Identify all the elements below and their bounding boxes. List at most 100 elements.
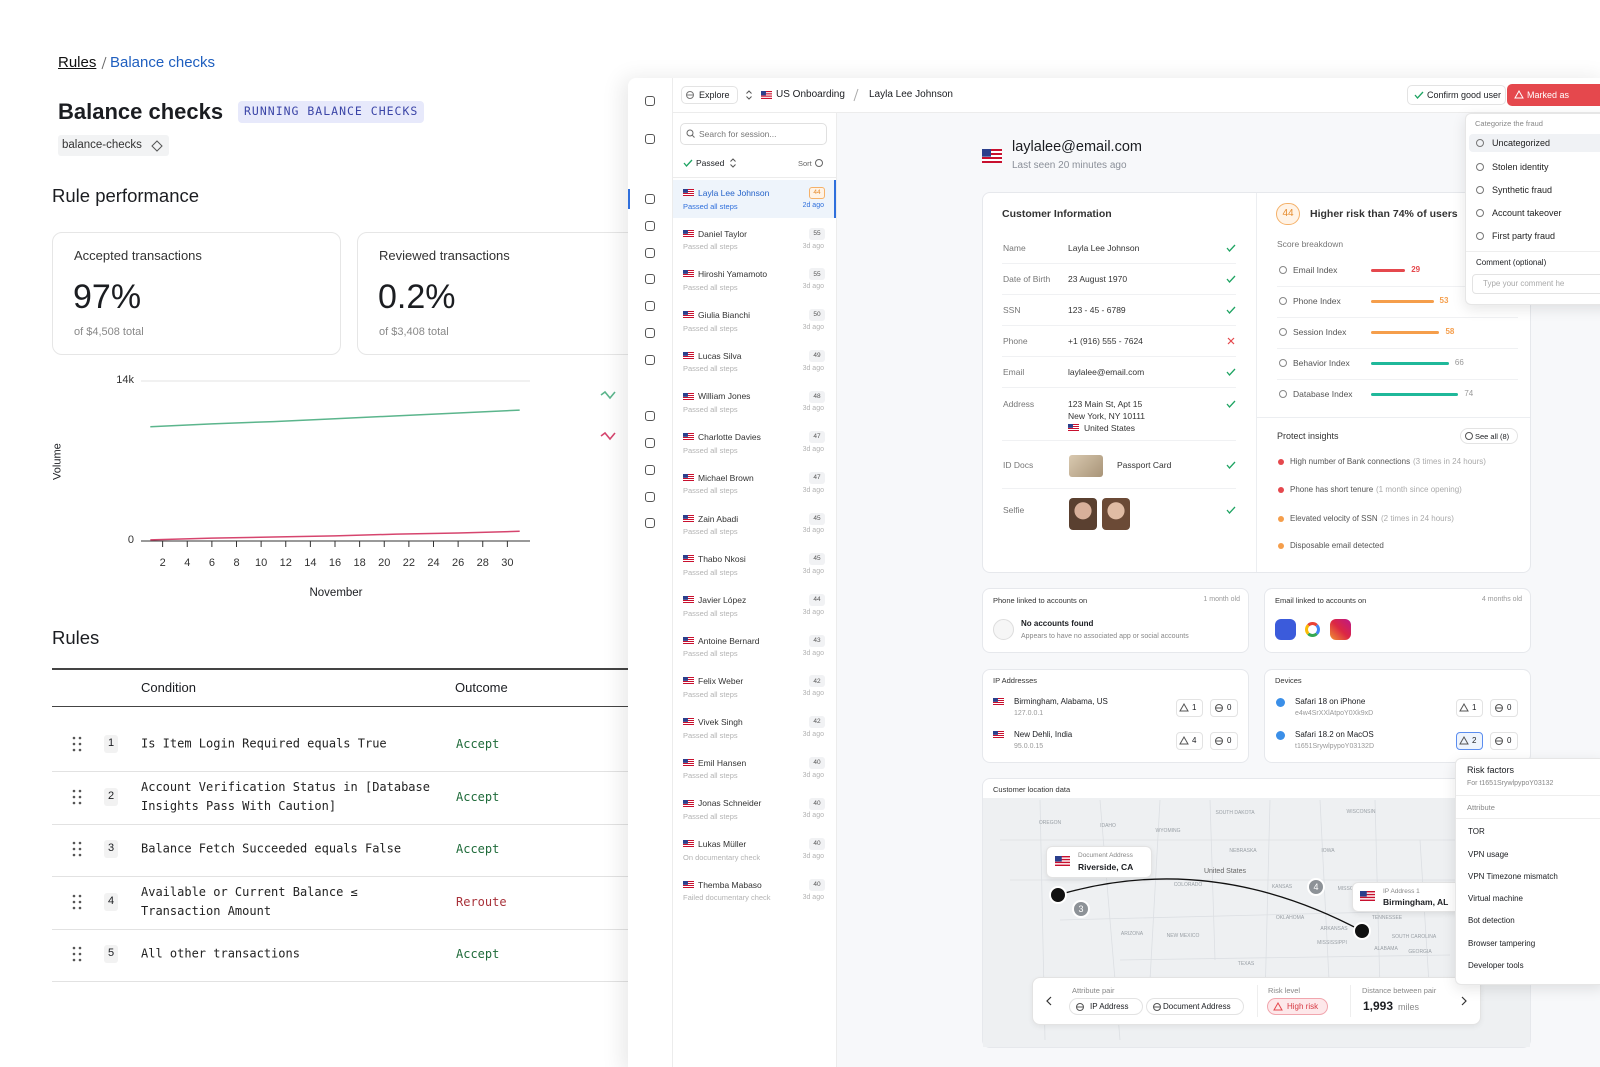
flag (683, 677, 694, 685)
nav-icon[interactable] (645, 411, 655, 421)
alert-badge[interactable] (1456, 732, 1483, 750)
nav-icon[interactable] (645, 96, 655, 106)
search-box[interactable] (680, 123, 827, 145)
marker-number: 3 (1078, 903, 1084, 914)
nav-icon[interactable] (645, 492, 655, 502)
flag-stripe (683, 230, 694, 232)
alert-badge[interactable] (1176, 699, 1203, 717)
flag-stripe (683, 881, 694, 883)
link-badge[interactable] (1490, 732, 1518, 750)
nav-icon[interactable] (645, 134, 655, 144)
x-tick-label: 2 (159, 557, 166, 570)
nav-icon[interactable] (645, 465, 655, 475)
link-badge[interactable] (1210, 699, 1238, 717)
google-logo[interactable] (1305, 622, 1320, 637)
index-bar (1371, 392, 1459, 396)
info-value: Layla Lee Johnson (1068, 242, 1140, 253)
facebook-logo[interactable] (1275, 619, 1296, 640)
session-score: 55 (813, 270, 821, 278)
nav-icon[interactable] (645, 438, 655, 448)
menu-option[interactable]: Uncategorized (1492, 137, 1551, 148)
status-badge: RUNNING BALANCE CHECKS (244, 104, 419, 119)
see-all[interactable] (1460, 428, 1518, 444)
session-item[interactable] (673, 668, 836, 706)
session-item[interactable] (673, 506, 836, 544)
session-item[interactable] (673, 465, 836, 503)
menu-option[interactable]: Stolen identity (1492, 161, 1549, 172)
session-item[interactable] (673, 424, 836, 462)
section-title: Rule performance (52, 184, 200, 206)
check-icon (1414, 91, 1424, 99)
x-tick-label: 26 (452, 557, 465, 570)
nav-icon[interactable] (645, 301, 655, 311)
flag-stripe (993, 734, 1004, 735)
session-item[interactable] (673, 302, 836, 340)
section-title: Rules (52, 626, 100, 648)
icon (730, 158, 736, 168)
nav-icon[interactable] (645, 518, 655, 528)
flag (1068, 424, 1079, 431)
region-label: TEXAS (1237, 961, 1255, 967)
link-count: 0 (1507, 703, 1512, 713)
flag-stripe (683, 599, 694, 600)
chevron (730, 158, 736, 162)
flag-stripe (1360, 898, 1375, 900)
link-badge[interactable] (1210, 732, 1238, 750)
session-item[interactable] (673, 261, 836, 299)
session-item[interactable] (673, 791, 836, 829)
score-badge (809, 349, 825, 362)
comment-input[interactable] (1472, 274, 1600, 294)
nav-icon[interactable] (645, 355, 655, 365)
marked-button[interactable] (1507, 84, 1600, 106)
session-name: Lucas Silva (698, 350, 742, 361)
session-item[interactable] (673, 831, 836, 869)
session-item[interactable] (673, 587, 836, 625)
menu-option[interactable]: First party fraud (1492, 230, 1556, 241)
session-item[interactable] (673, 384, 836, 422)
nav-icon[interactable] (645, 221, 655, 231)
pair-pill (1146, 998, 1244, 1015)
flag-stripe (683, 560, 694, 562)
score-badge (809, 838, 825, 851)
outcome: Accept (456, 789, 500, 804)
alert-badge[interactable] (1456, 699, 1483, 717)
card (1264, 588, 1531, 653)
session-item[interactable] (673, 709, 836, 747)
flag-canton (683, 677, 688, 682)
confirm-button[interactable] (1407, 85, 1506, 105)
nav-icon[interactable] (645, 274, 655, 284)
session-status: Passed all steps (683, 812, 738, 821)
flag-stripe (683, 312, 694, 314)
breadcrumb-link[interactable]: Rules (58, 54, 97, 71)
menu-option[interactable]: Account takeover (1492, 207, 1562, 218)
alert-count: 2 (1472, 736, 1477, 746)
warn-icon (1459, 735, 1469, 745)
score-badge (809, 187, 825, 199)
session-item[interactable] (673, 343, 836, 381)
x-tick-label: 10 (255, 557, 268, 570)
flag-stripe (993, 703, 1004, 704)
sort[interactable]: Sort (798, 158, 812, 168)
insight-detail: (3 times in 24 hours) (1413, 457, 1486, 467)
dot (78, 748, 82, 752)
session-name: Felix Weber (698, 676, 744, 687)
nav-icon[interactable] (645, 328, 655, 338)
explore-pill[interactable] (681, 86, 738, 104)
score-badge (809, 431, 825, 444)
session-item[interactable] (673, 221, 836, 259)
session-item[interactable] (673, 872, 836, 910)
nav-icon[interactable] (645, 248, 655, 258)
session-item[interactable] (673, 750, 836, 788)
instagram-logo[interactable] (1330, 619, 1351, 640)
session-item[interactable] (673, 628, 836, 666)
session-item[interactable] (673, 546, 836, 584)
marker (1307, 878, 1325, 896)
nav-icon[interactable] (645, 194, 655, 204)
link-badge[interactable] (1490, 699, 1518, 717)
slug-bg (58, 135, 169, 156)
alert-badge[interactable] (1176, 732, 1203, 750)
menu-option[interactable]: Synthetic fraud (1492, 184, 1553, 195)
score-badge (809, 634, 825, 647)
filter[interactable]: Passed (696, 157, 725, 168)
